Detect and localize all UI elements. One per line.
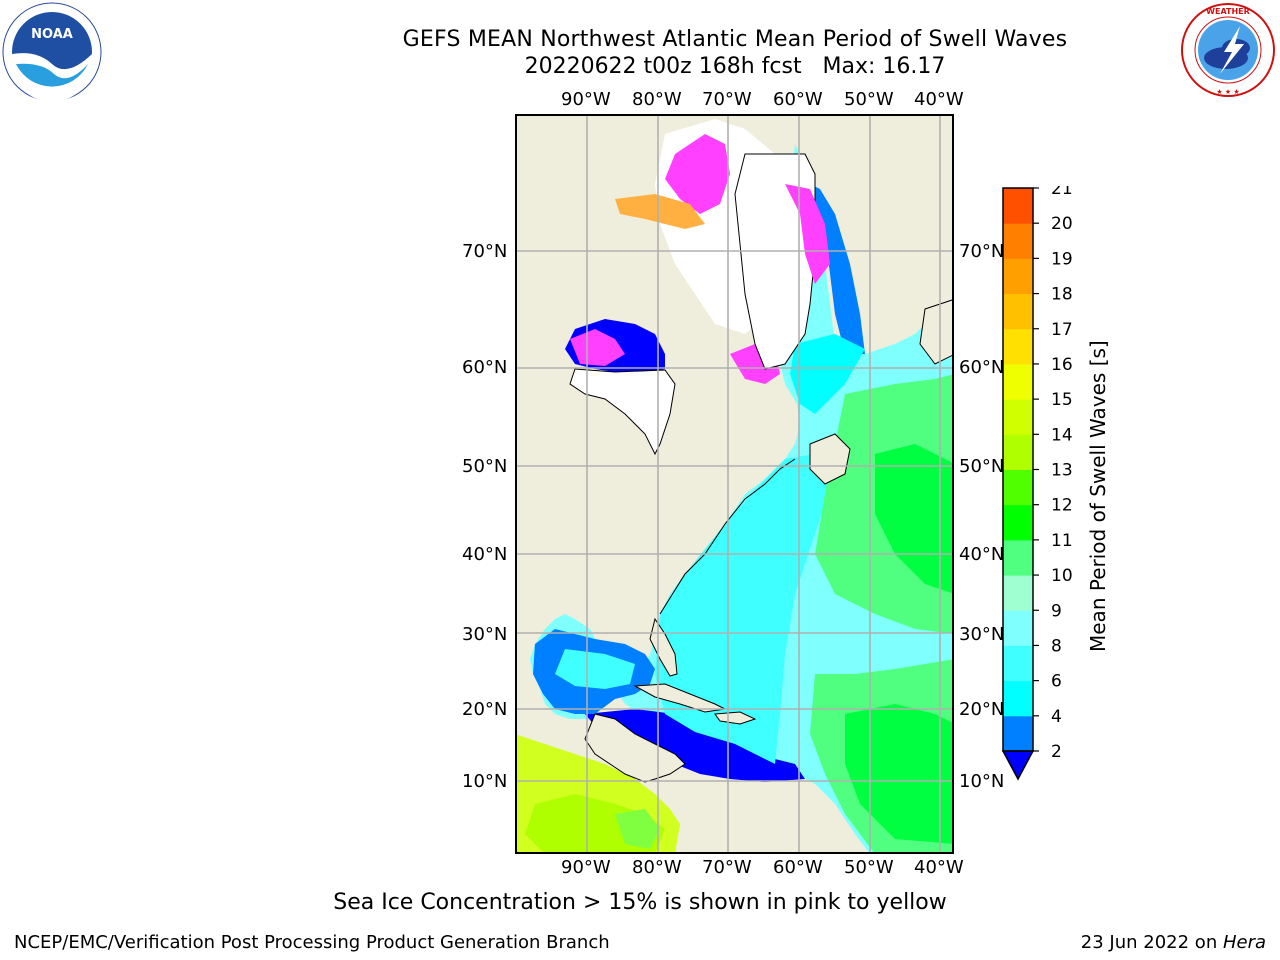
lat-tick-right-20n: 20°N xyxy=(959,699,1005,720)
baffin-pink-ice xyxy=(665,134,730,214)
footer-date: 23 Jun 2022 on Hera xyxy=(1081,932,1266,953)
colorbar-segment xyxy=(1003,328,1033,365)
hudson-bay-white xyxy=(569,368,676,456)
colorbar-tick-label: 2 xyxy=(1051,742,1062,762)
arctic-orange-ice xyxy=(615,194,705,229)
colorbar-tick-label: 20 xyxy=(1051,214,1073,234)
lat-tick-right-30n: 30°N xyxy=(959,624,1005,645)
hispaniola xyxy=(714,711,757,725)
lon-tick-top-90w: 90°W xyxy=(561,89,611,110)
colorbar-tick-label: 14 xyxy=(1051,425,1073,445)
lon-tick-top-40w: 40°W xyxy=(914,89,964,110)
lon-tick-bottom-80w: 80°W xyxy=(632,857,682,878)
atlantic-cyan-zone xyxy=(655,454,835,764)
footer-credit: NCEP/EMC/Verification Post Processing Pr… xyxy=(14,932,610,953)
colorbar-tick-label: 12 xyxy=(1051,496,1073,516)
colorbar-label: Mean Period of Swell Waves [s] xyxy=(1086,340,1110,652)
colorbar-segment xyxy=(1003,680,1033,717)
chart-subtitle: 20220622 t00z 168h fcst Max: 16.17 xyxy=(524,54,946,79)
colorbar-tick-label: 17 xyxy=(1051,320,1073,340)
colorbar-tick-label: 9 xyxy=(1051,601,1062,621)
colorbar-segment xyxy=(1003,645,1033,682)
nws-logo: WEATHER ★ ★ ★ xyxy=(1180,2,1276,98)
gulf-inner xyxy=(555,649,635,689)
colorbar-segment xyxy=(1003,715,1033,752)
labrador-cyan xyxy=(790,334,865,414)
lon-tick-top-70w: 70°W xyxy=(702,89,752,110)
colorbar-segment xyxy=(1003,434,1033,470)
map xyxy=(515,114,954,854)
lon-tick-bottom-90w: 90°W xyxy=(561,857,611,878)
lat-tick-right-50n: 50°N xyxy=(959,456,1005,477)
lat-tick-right-10n: 10°N xyxy=(959,771,1005,792)
noaa-logo-text: NOAA xyxy=(31,27,73,42)
svg-text:WEATHER: WEATHER xyxy=(1206,7,1250,16)
labrador-ice-edge xyxy=(785,184,830,284)
map-frame xyxy=(515,114,954,854)
lat-tick-left-60n: 60°N xyxy=(462,357,508,378)
colorbar-segment xyxy=(1003,188,1033,224)
lon-tick-bottom-70w: 70°W xyxy=(702,857,752,878)
caption: Sea Ice Concentration > 15% is shown in … xyxy=(333,890,947,915)
lat-tick-left-40n: 40°N xyxy=(462,544,508,565)
chart-title: GEFS MEAN Northwest Atlantic Mean Period… xyxy=(402,27,1068,52)
colorbar-segment xyxy=(1003,575,1033,611)
colorbar-tick-label: 4 xyxy=(1051,707,1062,727)
us-east-coast xyxy=(659,458,796,615)
colorbar-segment xyxy=(1003,258,1033,295)
lat-tick-left-70n: 70°N xyxy=(462,241,508,262)
colorbar-segment xyxy=(1003,539,1033,576)
lon-tick-top-60w: 60°W xyxy=(773,89,823,110)
lat-tick-left-20n: 20°N xyxy=(462,699,508,720)
lat-tick-left-30n: 30°N xyxy=(462,624,508,645)
lon-tick-top-80w: 80°W xyxy=(632,89,682,110)
colorbar: 2 4 6 8 9 10 11 12 13 14 15 16 17 18 19 20 21 xyxy=(1001,186,1073,781)
lat-tick-left-10n: 10°N xyxy=(462,771,508,792)
central-america xyxy=(584,713,686,783)
south-america-patch xyxy=(615,809,660,849)
colorbar-tick-label: 11 xyxy=(1051,531,1073,551)
colorbar-tick-label: 21 xyxy=(1051,186,1073,199)
lat-tick-right-40n: 40°N xyxy=(959,544,1005,565)
colorbar-segment xyxy=(1003,610,1033,646)
colorbar-segment xyxy=(1003,223,1033,259)
colorbar-segment xyxy=(1003,469,1033,506)
lat-tick-right-60n: 60°N xyxy=(959,357,1005,378)
footer-date-text: 23 Jun 2022 on xyxy=(1080,932,1223,953)
lon-tick-bottom-50w: 50°W xyxy=(844,857,894,878)
atlantic-green-mid xyxy=(875,444,953,594)
colorbar-tick-label: 8 xyxy=(1051,636,1062,656)
caribbean-sea xyxy=(585,709,805,782)
colorbar-under-triangle xyxy=(1001,750,1035,781)
footer-host: Hera xyxy=(1222,932,1266,953)
newfoundland xyxy=(809,433,851,485)
lon-tick-top-50w: 50°W xyxy=(844,89,894,110)
greenland-east-coast xyxy=(919,299,953,365)
colorbar-tick-label: 18 xyxy=(1051,285,1073,305)
colorbar-tick-label: 19 xyxy=(1051,249,1073,269)
noaa-logo: NOAA xyxy=(2,2,102,102)
hudson-bay-ice xyxy=(570,329,625,366)
atlantic-bright-green-south xyxy=(845,704,953,844)
colorbar-segment xyxy=(1003,293,1033,330)
colorbar-tick-label: 6 xyxy=(1051,672,1062,692)
colorbar-segment xyxy=(1003,399,1033,435)
colorbar-tick-label: 10 xyxy=(1051,566,1073,586)
map-gridlines xyxy=(515,114,953,853)
svg-text:★ ★ ★: ★ ★ ★ xyxy=(1216,88,1239,96)
lat-tick-right-70n: 70°N xyxy=(959,241,1005,262)
colorbar-segment xyxy=(1003,363,1033,400)
lat-tick-left-50n: 50°N xyxy=(462,456,508,477)
colorbar-tick-label: 16 xyxy=(1051,355,1073,375)
colorbar-segment xyxy=(1003,504,1033,541)
lon-tick-bottom-40w: 40°W xyxy=(914,857,964,878)
lon-tick-bottom-60w: 60°W xyxy=(773,857,823,878)
greenland-land xyxy=(734,153,816,370)
colorbar-tick-label: 13 xyxy=(1051,461,1073,481)
colorbar-tick-label: 15 xyxy=(1051,390,1073,410)
